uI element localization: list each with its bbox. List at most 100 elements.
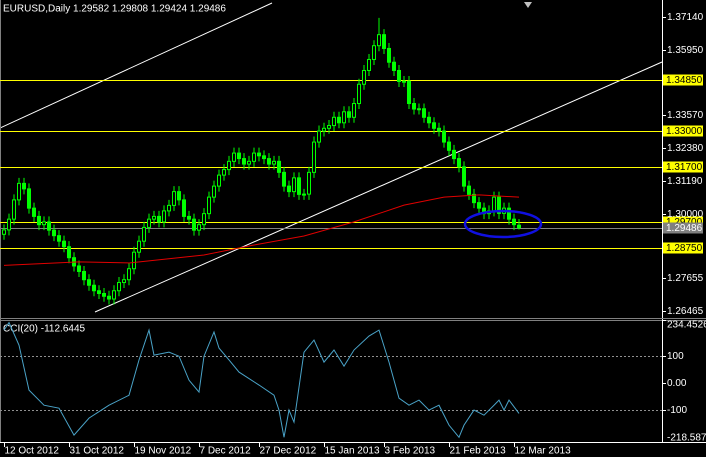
candle-body xyxy=(57,235,61,242)
candle-body xyxy=(157,215,161,223)
candle-body xyxy=(412,103,416,110)
candle-body xyxy=(332,116,336,127)
series-line xyxy=(3,194,520,266)
level-label-box xyxy=(663,216,703,228)
candle-body xyxy=(127,268,131,281)
candle-body xyxy=(177,191,181,201)
candle-body xyxy=(187,215,191,220)
y-tick-label: -218.5876 xyxy=(667,433,706,444)
trend-line xyxy=(94,61,663,313)
candle-body xyxy=(27,188,31,209)
candle-body xyxy=(492,196,496,212)
y-tick-label: 1.35950 xyxy=(667,45,704,56)
candle-body xyxy=(222,169,226,176)
candle-body xyxy=(427,116,431,124)
candle-body xyxy=(167,204,171,212)
candle-body xyxy=(517,224,521,229)
candle-body xyxy=(17,182,21,201)
candle-body xyxy=(357,83,361,105)
candle-body xyxy=(337,116,341,124)
candle-body xyxy=(322,127,326,132)
candle-body xyxy=(97,290,101,294)
level-label-box xyxy=(663,125,703,137)
candle-body xyxy=(197,224,201,231)
candle-body xyxy=(232,152,236,162)
chart-shift-icon xyxy=(524,2,532,8)
candle-body xyxy=(402,80,406,83)
level-label-box xyxy=(663,161,703,173)
candle-body xyxy=(347,111,351,118)
candle-body xyxy=(317,130,321,143)
candle-body xyxy=(512,218,516,226)
x-tick-label: 31 Oct 2012 xyxy=(70,446,125,457)
candle-body xyxy=(452,149,456,160)
candle-body xyxy=(92,284,96,292)
level-label-box xyxy=(663,242,703,254)
candle-body xyxy=(292,177,296,193)
x-tick-label: 12 Oct 2012 xyxy=(5,446,60,457)
candle-body xyxy=(12,199,16,220)
candle-body xyxy=(37,215,41,226)
candle-body xyxy=(392,61,396,71)
candle-body xyxy=(442,130,446,143)
candle-body xyxy=(207,196,211,215)
y-tick-label: 1.33570 xyxy=(667,110,704,121)
candle-body xyxy=(87,279,91,286)
candle-body xyxy=(382,34,386,49)
candle-body xyxy=(122,279,126,283)
candle-body xyxy=(162,210,166,223)
candle-body xyxy=(137,240,141,253)
y-tick-label: -100 xyxy=(667,405,687,416)
last-price-label: 1.29486 xyxy=(666,223,703,234)
panel-title: CCI(20) -112.6445 xyxy=(3,324,86,335)
candle-body xyxy=(372,45,376,60)
candle-body xyxy=(447,141,451,151)
candle-body xyxy=(52,229,56,237)
y-tick-label: 1.27655 xyxy=(667,273,704,284)
candle-body xyxy=(132,251,136,270)
candle-body xyxy=(67,246,71,259)
y-tick-label: 234.4526 xyxy=(667,320,706,331)
x-tick-label: 21 Feb 2013 xyxy=(450,446,507,457)
candle-body xyxy=(2,229,6,235)
x-tick-label: 15 Jan 2013 xyxy=(325,446,380,457)
candle-body xyxy=(102,292,106,297)
trend-line xyxy=(0,2,273,129)
candle-body xyxy=(312,141,316,173)
candle-body xyxy=(297,177,301,195)
highlight-ellipse xyxy=(463,209,543,239)
candle-body xyxy=(257,152,261,157)
x-tick-label: 27 Dec 2012 xyxy=(260,446,317,457)
x-tick-label: 7 Dec 2012 xyxy=(200,446,252,457)
candle-body xyxy=(352,103,356,118)
candle-body xyxy=(62,240,66,248)
candle-body xyxy=(307,171,311,195)
candle-body xyxy=(417,108,421,111)
candle-body xyxy=(462,166,466,187)
plot-area: EURUSD,Daily 1.29582 1.29808 1.29424 1.2… xyxy=(0,4,706,457)
panel-title: EURUSD,Daily 1.29582 1.29808 1.29424 1.2… xyxy=(3,4,226,15)
candle-body xyxy=(457,158,461,168)
x-tick-label: 12 Mar 2013 xyxy=(515,446,572,457)
candle-body xyxy=(172,191,176,206)
candle-body xyxy=(367,58,371,71)
candle-body xyxy=(247,160,251,165)
y-tick-label: 1.30000 xyxy=(667,209,704,220)
candle-body xyxy=(217,174,221,187)
level-label: 1.34850 xyxy=(666,75,703,86)
candle-body xyxy=(432,122,436,129)
candle-body xyxy=(262,155,266,160)
candle-body xyxy=(182,199,186,217)
candle-body xyxy=(397,69,401,82)
candle-body xyxy=(387,47,391,63)
candle-body xyxy=(507,207,511,220)
y-tick-label: 0.00 xyxy=(667,378,687,389)
candle-body xyxy=(147,218,151,228)
candle-body xyxy=(287,185,291,193)
candle-body xyxy=(212,185,216,198)
candle-body xyxy=(497,196,501,214)
level-label: 1.31700 xyxy=(666,162,703,173)
candle-body xyxy=(422,108,426,118)
